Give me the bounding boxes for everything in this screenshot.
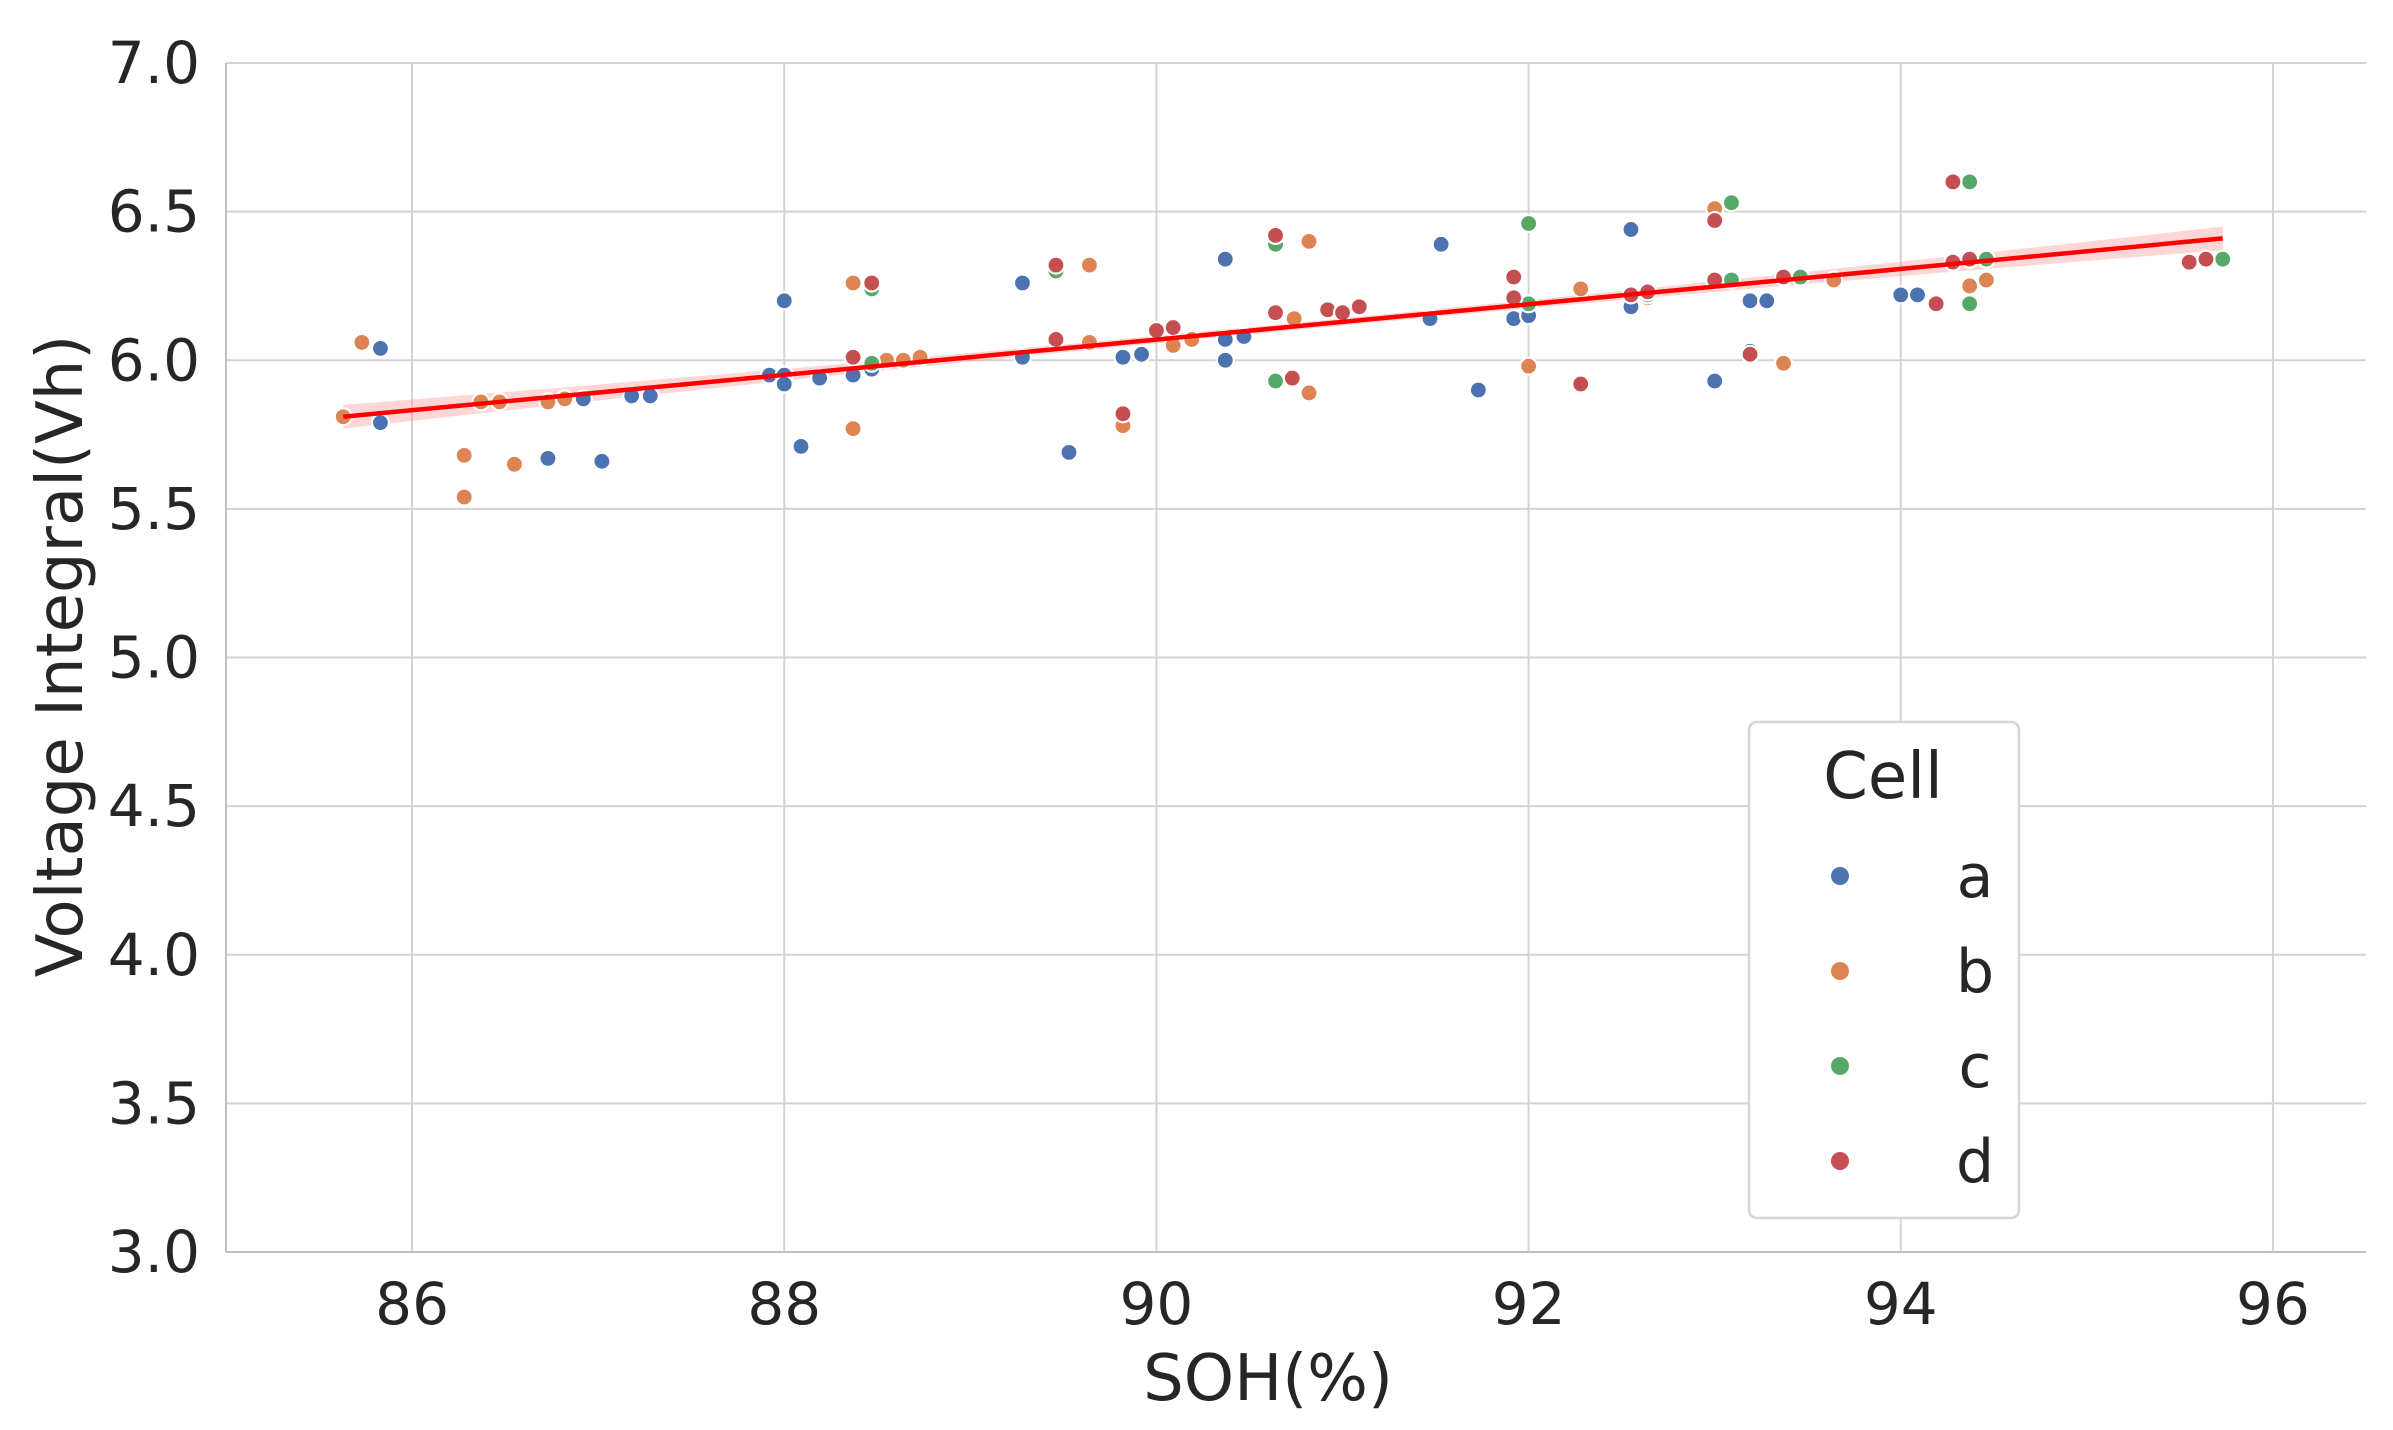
data-point-c xyxy=(1960,172,1980,192)
data-point-a xyxy=(1705,371,1725,391)
y-tick-label: 6.0 xyxy=(108,326,200,394)
y-tick-labels: 3.0 3.5 4.0 4.5 5.0 5.5 6.0 6.5 7.0 xyxy=(108,29,200,1286)
x-tick-label: 90 xyxy=(1120,1270,1194,1338)
x-tick-labels: 86 88 90 92 94 96 xyxy=(375,1270,2310,1338)
data-point-d xyxy=(1773,267,1794,287)
legend-marker-b xyxy=(1831,962,1849,980)
legend-label-b: b xyxy=(1956,937,1994,1007)
data-point-d xyxy=(1740,344,1760,364)
legend-title: Cell xyxy=(1823,740,1943,814)
x-tick-label: 94 xyxy=(1864,1270,1938,1338)
data-point-a xyxy=(1215,350,1235,370)
y-tick-label: 5.0 xyxy=(108,624,200,692)
data-point-a xyxy=(1059,442,1079,462)
data-point-d xyxy=(1504,267,1524,287)
data-point-a xyxy=(370,413,391,433)
regression-line xyxy=(343,236,2223,419)
data-point-b xyxy=(1960,276,1980,296)
grid xyxy=(226,62,2366,1253)
data-point-b xyxy=(1299,383,1319,403)
legend-marker-a xyxy=(1831,867,1849,885)
data-point-b xyxy=(1299,231,1319,251)
x-axis-label: SOH(%) xyxy=(1143,1342,1393,1416)
data-point-c xyxy=(1265,371,1286,391)
data-point-a xyxy=(1431,234,1451,254)
data-point-a xyxy=(370,338,391,358)
data-point-d xyxy=(843,347,863,367)
data-point-d xyxy=(1163,317,1183,338)
data-point-a xyxy=(1113,347,1133,367)
data-point-d xyxy=(1926,294,1946,314)
legend-label-d: d xyxy=(1956,1127,1994,1197)
data-point-d xyxy=(1332,303,1353,323)
data-point-a xyxy=(592,451,612,471)
data-point-d xyxy=(1146,320,1167,341)
data-point-a xyxy=(1131,344,1152,364)
data-point-b xyxy=(454,487,474,507)
y-tick-label: 3.0 xyxy=(108,1218,200,1286)
legend-box xyxy=(1747,720,2021,1220)
regression-layer xyxy=(343,236,2223,419)
data-point-a xyxy=(1907,285,1928,305)
data-point-d xyxy=(1265,225,1286,246)
data-point-a xyxy=(774,291,794,311)
data-point-a xyxy=(1468,380,1488,400)
data-point-d xyxy=(1705,210,1725,231)
x-tick-label: 92 xyxy=(1492,1270,1566,1338)
data-point-b xyxy=(1519,356,1539,376)
data-point-a xyxy=(1012,273,1033,293)
axes-spines xyxy=(225,63,2366,1253)
data-point-a xyxy=(1215,249,1235,269)
data-point-b xyxy=(454,445,474,465)
data-point-b xyxy=(1773,353,1794,373)
data-point-d xyxy=(1282,368,1302,388)
data-point-b xyxy=(843,419,863,439)
data-point-d xyxy=(1265,303,1286,323)
data-points xyxy=(333,172,2233,507)
legend-marker-d xyxy=(1831,1152,1849,1170)
y-tick-label: 4.0 xyxy=(108,921,200,989)
y-tick-label: 6.5 xyxy=(108,178,200,246)
y-axis-label: Voltage Integral(Vh) xyxy=(24,335,98,978)
data-point-c xyxy=(1519,213,1539,234)
data-point-d xyxy=(2179,252,2199,272)
x-tick-label: 96 xyxy=(2236,1270,2310,1338)
data-point-d xyxy=(1113,404,1133,424)
data-point-a xyxy=(538,448,558,468)
legend-label-a: a xyxy=(1957,842,1994,912)
data-point-c xyxy=(2213,249,2233,269)
data-point-a xyxy=(791,436,811,457)
data-point-b xyxy=(843,273,863,293)
y-tick-label: 5.5 xyxy=(108,475,200,543)
data-point-d xyxy=(1943,172,1963,192)
y-tick-label: 3.5 xyxy=(108,1069,200,1137)
data-point-a xyxy=(774,374,794,394)
legend-marker-c xyxy=(1831,1057,1849,1075)
data-point-a xyxy=(1891,285,1911,305)
data-point-d xyxy=(1046,329,1066,350)
data-point-b xyxy=(1079,255,1100,275)
data-point-d xyxy=(2196,249,2216,269)
legend-label-c: c xyxy=(1959,1032,1992,1102)
y-tick-label: 4.5 xyxy=(108,772,200,840)
data-point-a xyxy=(1621,219,1641,240)
x-tick-label: 86 xyxy=(375,1270,449,1338)
x-tick-label: 88 xyxy=(747,1270,821,1338)
data-point-a xyxy=(1740,291,1760,311)
data-point-b xyxy=(352,332,372,353)
data-point-b xyxy=(504,454,525,474)
data-point-d xyxy=(1571,374,1591,394)
data-point-d xyxy=(1046,255,1066,275)
data-point-a xyxy=(1757,291,1777,311)
data-point-d xyxy=(862,273,882,293)
data-point-c xyxy=(1960,294,1980,314)
y-tick-label: 7.0 xyxy=(108,29,200,97)
data-point-c xyxy=(1721,193,1742,213)
data-point-b xyxy=(1571,279,1591,299)
data-point-b xyxy=(1976,270,1996,290)
data-point-d xyxy=(1349,297,1369,317)
